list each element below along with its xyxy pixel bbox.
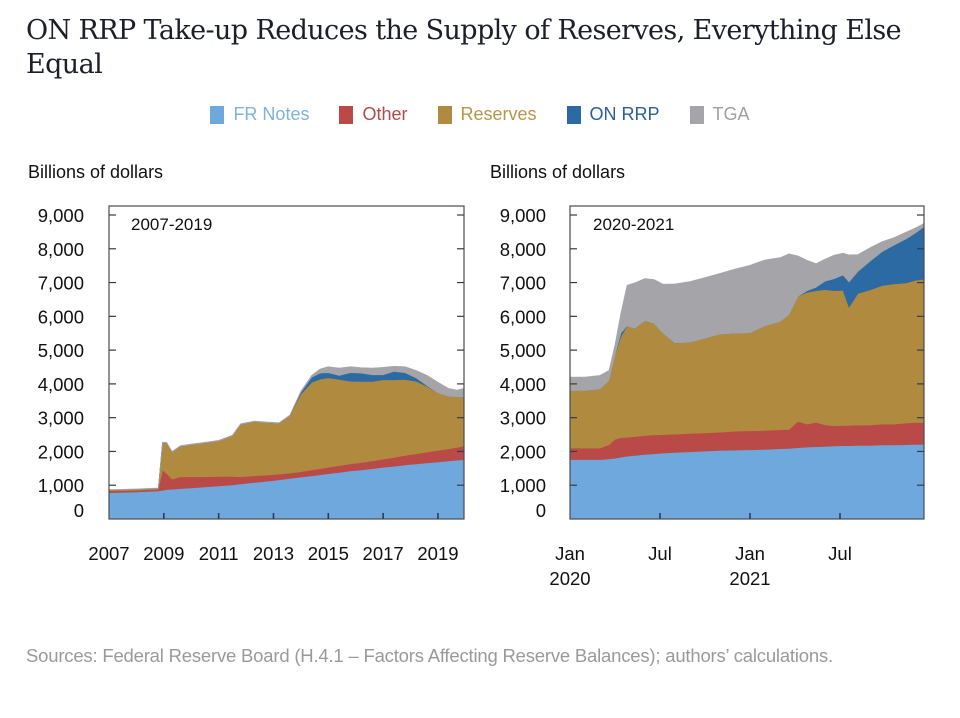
plot-frame <box>108 205 465 520</box>
source-note: Sources: Federal Reserve Board (H.4.1 – … <box>26 645 833 666</box>
y-tick-label: 7,000 <box>38 273 84 294</box>
y-tick-label: 0 <box>536 500 546 521</box>
x-tick-label-line: 2013 <box>253 543 294 564</box>
x-tick-label: 2019 <box>417 543 458 564</box>
x-tick-label-line: Jan <box>555 543 585 564</box>
legend-swatch <box>210 105 225 124</box>
y-tick-label: 0 <box>74 500 84 521</box>
legend-item-tga: TGA <box>689 104 750 125</box>
y-tick-label: 2,000 <box>38 441 84 462</box>
x-tick-label: 2011 <box>199 543 239 564</box>
legend-item-fr-notes: FR Notes <box>210 104 309 125</box>
x-tick-label-line: 2020 <box>549 568 590 589</box>
x-tick-label-line: 2021 <box>729 568 770 589</box>
y-tick-label: 8,000 <box>38 239 84 260</box>
legend-label: Reserves <box>460 104 537 124</box>
legend-swatch <box>437 105 452 124</box>
x-tick-label-line: Jul <box>828 543 852 564</box>
y-tick-label: 4,000 <box>500 374 546 395</box>
y-tick-label: 9,000 <box>38 205 84 226</box>
y-tick-label: 4,000 <box>38 374 84 395</box>
x-tick-label: 2015 <box>308 543 349 564</box>
legend-item-on-rrp: ON RRP <box>566 104 660 125</box>
x-tick-label: 2007 <box>88 543 129 564</box>
x-tick-label: 2013 <box>253 543 294 564</box>
legend-swatch <box>689 105 704 124</box>
y-tick-label: 9,000 <box>500 205 546 226</box>
y-tick-label: 8,000 <box>500 239 546 260</box>
x-tick-label: Jan 2020 <box>549 543 590 589</box>
y-tick-label: 1,000 <box>38 475 84 496</box>
x-tick-label: 2009 <box>143 543 184 564</box>
legend-label: Other <box>362 104 408 124</box>
right-panel: 0 1,000 2,000 3,000 4,000 5,000 6,000 7,000 8,00… <box>500 205 925 589</box>
x-tick-label-line: Jan <box>735 543 765 564</box>
y-tick-label: 6,000 <box>38 306 84 327</box>
y-tick-label: 3,000 <box>38 408 84 429</box>
y-tick-label: 6,000 <box>500 306 546 327</box>
x-tick-label-line: Jul <box>648 543 672 564</box>
x-tick-label-line: 2017 <box>363 543 404 564</box>
x-tick-label-line: 2019 <box>417 543 458 564</box>
legend-swatch <box>339 105 354 124</box>
left-y-unit-label: Billions of dollars <box>28 162 164 182</box>
y-tick-label: 7,000 <box>500 273 546 294</box>
right-y-unit-label: Billions of dollars <box>490 162 626 182</box>
y-tick-label: 2,000 <box>500 441 546 462</box>
y-tick-label: 5,000 <box>38 340 84 361</box>
x-tick-label-line: 2015 <box>308 543 349 564</box>
legend-label: FR Notes <box>233 104 310 124</box>
x-tick-label: 2017 <box>363 543 404 564</box>
x-tick-label: Jan 2021 <box>729 543 770 589</box>
x-tick-label-line: 2007 <box>88 543 129 564</box>
legend: FR Notes Other Reserves ON RRP TGA <box>0 104 960 125</box>
y-tick-label: 1,000 <box>500 475 546 496</box>
x-tick-label-line: 2011 <box>199 543 239 564</box>
x-tick-label: Jul <box>828 543 852 564</box>
y-tick-label: 5,000 <box>500 340 546 361</box>
legend-item-other: Other <box>339 104 408 125</box>
x-tick-label-line: 2009 <box>143 543 184 564</box>
chart-title: ON RRP Take-up Reduces the Supply of Res… <box>26 15 902 80</box>
legend-label: ON RRP <box>589 104 660 124</box>
left-panel: 0 1,000 2,000 3,000 4,000 5,000 6,000 7,000 8,00… <box>38 205 465 564</box>
plot-frame <box>569 205 925 520</box>
y-tick-label: 3,000 <box>500 408 546 429</box>
legend-label: TGA <box>712 104 750 124</box>
x-tick-label: Jul <box>648 543 672 564</box>
panel-label: 2020-2021 <box>593 215 674 234</box>
chart-canvas: 0 1,000 2,000 3,000 4,000 5,000 6,000 7,000 8,00… <box>38 205 925 589</box>
legend-item-reserves: Reserves <box>437 104 537 125</box>
legend-swatch <box>566 105 581 124</box>
panel-label: 2007-2019 <box>131 215 212 234</box>
